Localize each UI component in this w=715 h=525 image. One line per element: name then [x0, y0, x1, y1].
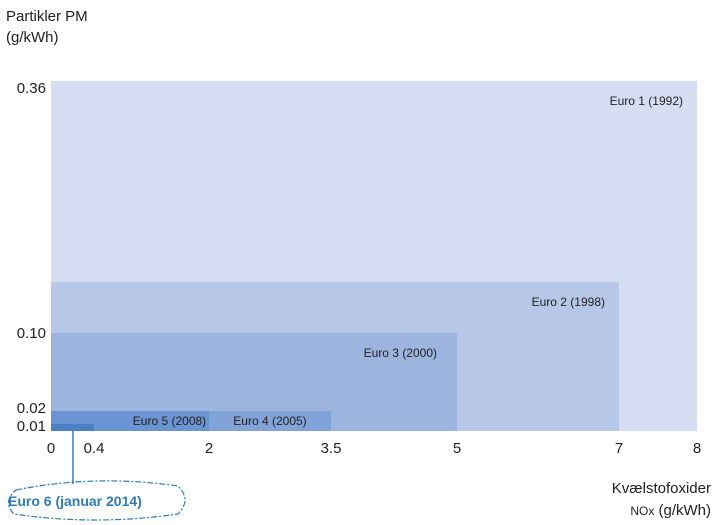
- y-axis-label-line2: (g/kWh): [6, 29, 59, 46]
- x-tick-label: 5: [453, 440, 461, 457]
- x-tick-label: 2: [205, 440, 213, 457]
- x-axis-label-unit: (g/kWh): [654, 502, 711, 519]
- x-axis-label: Kvælstofoxider NOx (g/kWh): [612, 478, 711, 522]
- x-tick-label: 0.4: [84, 440, 105, 457]
- x-axis-label-line2: NOx (g/kWh): [612, 500, 711, 522]
- bar-euro-6-januar-2014: [51, 424, 94, 431]
- x-tick-label: 0: [47, 440, 55, 457]
- y-tick-label: 0.01: [17, 418, 46, 435]
- label-euro-2-1998: Euro 2 (1998): [532, 295, 605, 309]
- y-tick-label: 0.36: [17, 80, 46, 97]
- x-tick-label: 8: [693, 440, 701, 457]
- y-tick-label: 0.02: [17, 400, 46, 417]
- label-euro-1-1992: Euro 1 (1992): [610, 94, 683, 108]
- label-euro-3-2000: Euro 3 (2000): [364, 346, 437, 360]
- x-tick-label: 3.5: [321, 440, 342, 457]
- label-euro6: Euro 6 (januar 2014): [8, 493, 142, 509]
- x-axis-label-line1: Kvælstofoxider: [611, 480, 711, 497]
- y-axis-label: Partikler PM (g/kWh): [6, 6, 88, 48]
- y-axis-label-line1: Partikler PM: [6, 8, 88, 25]
- x-axis-label-nox: NOx: [630, 504, 655, 518]
- euro6-highlight-ellipse: [7, 480, 186, 521]
- y-tick-label: 0.10: [17, 325, 46, 342]
- label-euro-4-2005: Euro 4 (2005): [233, 414, 306, 428]
- label-euro-5-2008: Euro 5 (2008): [133, 414, 206, 428]
- x-tick-label: 7: [615, 440, 623, 457]
